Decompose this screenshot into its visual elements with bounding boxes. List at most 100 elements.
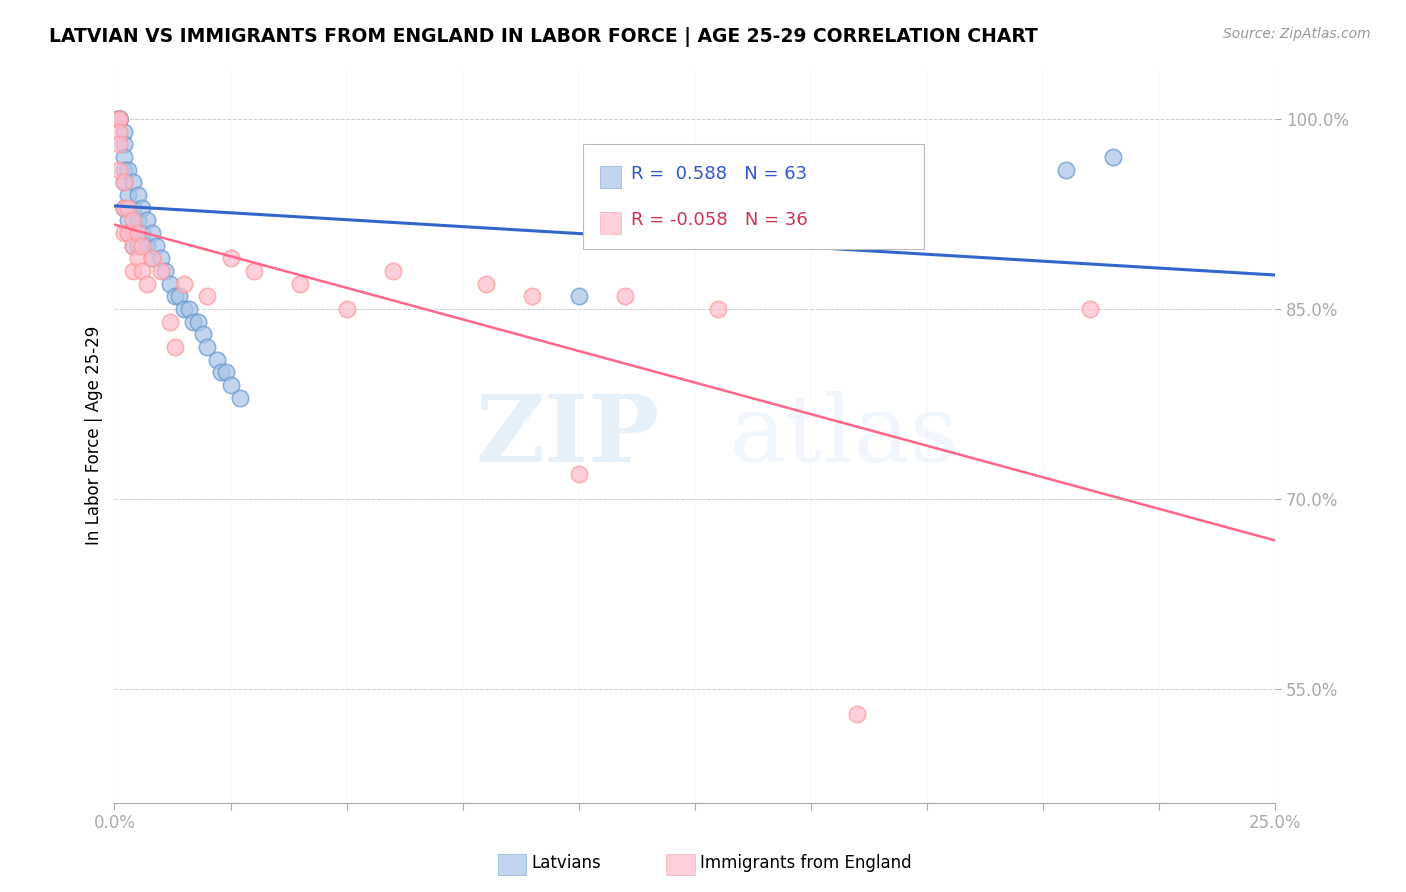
Point: [131, 238, 153, 252]
Point: [108, 112, 131, 127]
Point: [173, 277, 195, 291]
Point: [112, 201, 135, 215]
Point: [219, 378, 242, 392]
Text: R = -0.058   N = 36: R = -0.058 N = 36: [631, 211, 807, 229]
Point: [117, 226, 139, 240]
Point: [135, 238, 157, 252]
Point: [707, 301, 730, 316]
Point: [141, 226, 163, 240]
Point: [112, 150, 135, 164]
Point: [127, 188, 149, 202]
Point: [149, 264, 172, 278]
Point: [108, 112, 131, 127]
Point: [209, 365, 232, 379]
Point: [568, 289, 591, 303]
Point: [112, 226, 135, 240]
Point: [108, 112, 131, 127]
Point: [112, 201, 135, 215]
Point: [215, 365, 238, 379]
Point: [117, 201, 139, 215]
Point: [187, 315, 209, 329]
Point: [108, 112, 131, 127]
Point: [288, 277, 311, 291]
Point: [108, 112, 131, 127]
Point: [145, 238, 167, 252]
Point: [131, 201, 153, 215]
Point: [475, 277, 498, 291]
Point: [141, 252, 163, 266]
Point: [108, 112, 131, 127]
Point: [108, 112, 131, 127]
Point: [112, 137, 135, 152]
Point: [195, 340, 218, 354]
Point: [108, 112, 131, 127]
Point: [155, 264, 177, 278]
Point: [117, 213, 139, 227]
Point: [122, 176, 145, 190]
Point: [108, 125, 131, 139]
Point: [219, 252, 242, 266]
Point: [135, 213, 157, 227]
Point: [1078, 301, 1101, 316]
Point: [122, 264, 145, 278]
Text: Source: ZipAtlas.com: Source: ZipAtlas.com: [1223, 27, 1371, 41]
Point: [108, 112, 131, 127]
Point: [127, 213, 149, 227]
Point: [122, 201, 145, 215]
Point: [112, 125, 135, 139]
Point: [108, 112, 131, 127]
Point: [159, 277, 181, 291]
Point: [108, 112, 131, 127]
Point: [112, 176, 135, 190]
Point: [336, 301, 359, 316]
Point: [242, 264, 264, 278]
Text: ZIP: ZIP: [475, 391, 659, 481]
Point: [108, 112, 131, 127]
Point: [127, 238, 149, 252]
Point: [163, 340, 186, 354]
Point: [163, 289, 186, 303]
Point: [205, 352, 228, 367]
Point: [195, 289, 218, 303]
Point: [846, 706, 869, 721]
Point: [522, 289, 544, 303]
Point: [108, 112, 131, 127]
Point: [173, 301, 195, 316]
Point: [159, 315, 181, 329]
Point: [141, 252, 163, 266]
Point: [117, 188, 139, 202]
Point: [122, 213, 145, 227]
Point: [1054, 162, 1077, 177]
Point: [108, 112, 131, 127]
Point: [122, 238, 145, 252]
Point: [191, 327, 214, 342]
Point: [117, 226, 139, 240]
Point: [149, 252, 172, 266]
Point: [177, 301, 200, 316]
Point: [108, 112, 131, 127]
Point: [108, 112, 131, 127]
Point: [108, 162, 131, 177]
Text: Immigrants from England: Immigrants from England: [700, 854, 912, 871]
Point: [135, 277, 157, 291]
Point: [122, 238, 145, 252]
Point: [131, 264, 153, 278]
Point: [108, 112, 131, 127]
Point: [108, 112, 131, 127]
Point: [122, 226, 145, 240]
Point: [108, 137, 131, 152]
Point: [108, 112, 131, 127]
Point: [169, 289, 191, 303]
Y-axis label: In Labor Force | Age 25-29: In Labor Force | Age 25-29: [86, 326, 103, 545]
Point: [108, 112, 131, 127]
Point: [183, 315, 205, 329]
Point: [117, 162, 139, 177]
Text: LATVIAN VS IMMIGRANTS FROM ENGLAND IN LABOR FORCE | AGE 25-29 CORRELATION CHART: LATVIAN VS IMMIGRANTS FROM ENGLAND IN LA…: [49, 27, 1038, 46]
Point: [127, 252, 149, 266]
Text: R =  0.588   N = 63: R = 0.588 N = 63: [631, 165, 807, 183]
Text: Latvians: Latvians: [531, 854, 602, 871]
Point: [382, 264, 405, 278]
Point: [108, 112, 131, 127]
Point: [131, 226, 153, 240]
Point: [127, 226, 149, 240]
